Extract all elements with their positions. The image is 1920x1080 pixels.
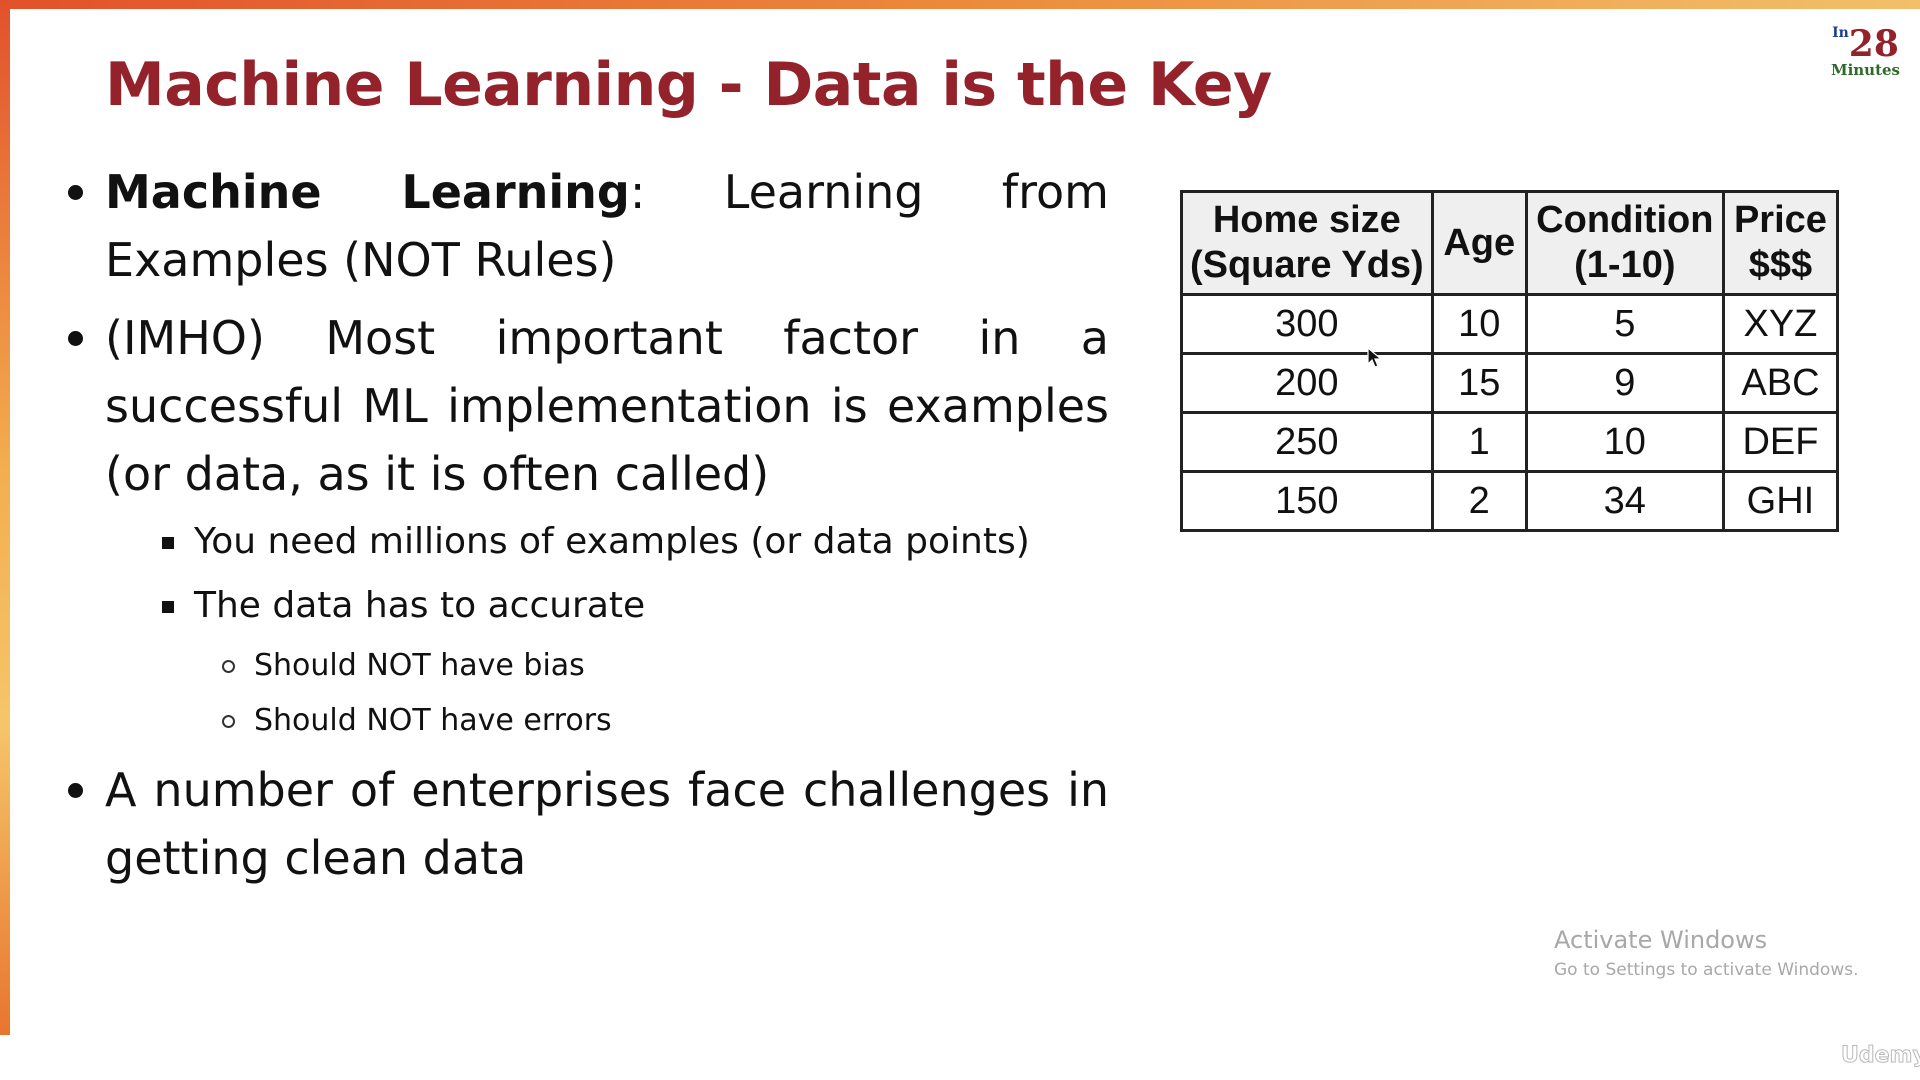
table-cell: 34	[1524, 470, 1725, 532]
sub-bullet-millions: You need millions of examples (or data p…	[162, 518, 1109, 566]
table-row: 250 1 10 DEF	[1180, 411, 1840, 473]
table-cell: 10	[1430, 293, 1528, 355]
table-cell: DEF	[1721, 411, 1840, 473]
left-accent-bar	[0, 0, 10, 1035]
bullet-list: Machine Learning: Learning from Examples…	[64, 158, 1109, 902]
logo-suffix: Minutes	[1830, 61, 1900, 79]
header-price: Price $$$	[1721, 190, 1840, 296]
table-row: 150 2 34 GHI	[1180, 470, 1840, 532]
header-home-size: Home size (Square Yds)	[1180, 190, 1434, 296]
home-price-table: Home size (Square Yds) Age Condition (1-10…	[1180, 190, 1840, 532]
table-cell: 300	[1180, 293, 1434, 355]
udemy-watermark: Udemy	[1841, 1043, 1920, 1069]
table-cell: 250	[1180, 411, 1434, 473]
activate-title: Activate Windows	[1554, 926, 1768, 954]
activate-subtitle: Go to Settings to activate Windows.	[1554, 960, 1859, 980]
table-row: 200 15 9 ABC	[1180, 352, 1840, 414]
table-cell: GHI	[1721, 470, 1840, 532]
top-accent-bar	[0, 0, 1920, 9]
table-cell: ABC	[1721, 352, 1840, 414]
table-cell: 2	[1430, 470, 1528, 532]
table-cell: 15	[1430, 352, 1528, 414]
in28minutes-logo: In28 Minutes	[1831, 26, 1900, 78]
header-age: Age	[1430, 190, 1528, 296]
activate-windows-watermark: Activate Windows Go to Settings to activ…	[1554, 923, 1859, 983]
bullet-text: : Learning from Examples (NOT Rules)	[105, 165, 1109, 287]
bullet-enterprises: A number of enterprises face challenges …	[64, 756, 1109, 892]
table-cell: 9	[1524, 352, 1725, 414]
table-cell: 5	[1524, 293, 1725, 355]
logo-prefix: In	[1832, 25, 1849, 41]
bullet-machine-learning: Machine Learning: Learning from Examples…	[64, 158, 1109, 294]
bullet-term: Machine Learning	[105, 165, 630, 219]
table-cell: XYZ	[1721, 293, 1840, 355]
table-cell: 200	[1180, 352, 1434, 414]
header-condition: Condition (1-10)	[1524, 190, 1725, 296]
sub-sub-bullet-bias: Should NOT have bias	[220, 646, 1109, 686]
table-cell: 1	[1430, 411, 1528, 473]
table-row: 300 10 5 XYZ	[1180, 293, 1840, 355]
mouse-pointer-icon	[1367, 347, 1383, 368]
table-cell: 150	[1180, 470, 1434, 532]
logo-number: 28	[1848, 23, 1899, 65]
bullet-important-factor: (IMHO) Most important factor in a succes…	[64, 304, 1109, 508]
sub-bullet-accurate: The data has to accurate	[162, 582, 1109, 630]
table-header-row: Home size (Square Yds) Age Condition (1-10…	[1180, 190, 1840, 296]
slide-title: Machine Learning - Data is the Key	[105, 50, 1272, 120]
sub-sub-bullet-errors: Should NOT have errors	[220, 701, 1109, 741]
table-cell: 10	[1524, 411, 1725, 473]
